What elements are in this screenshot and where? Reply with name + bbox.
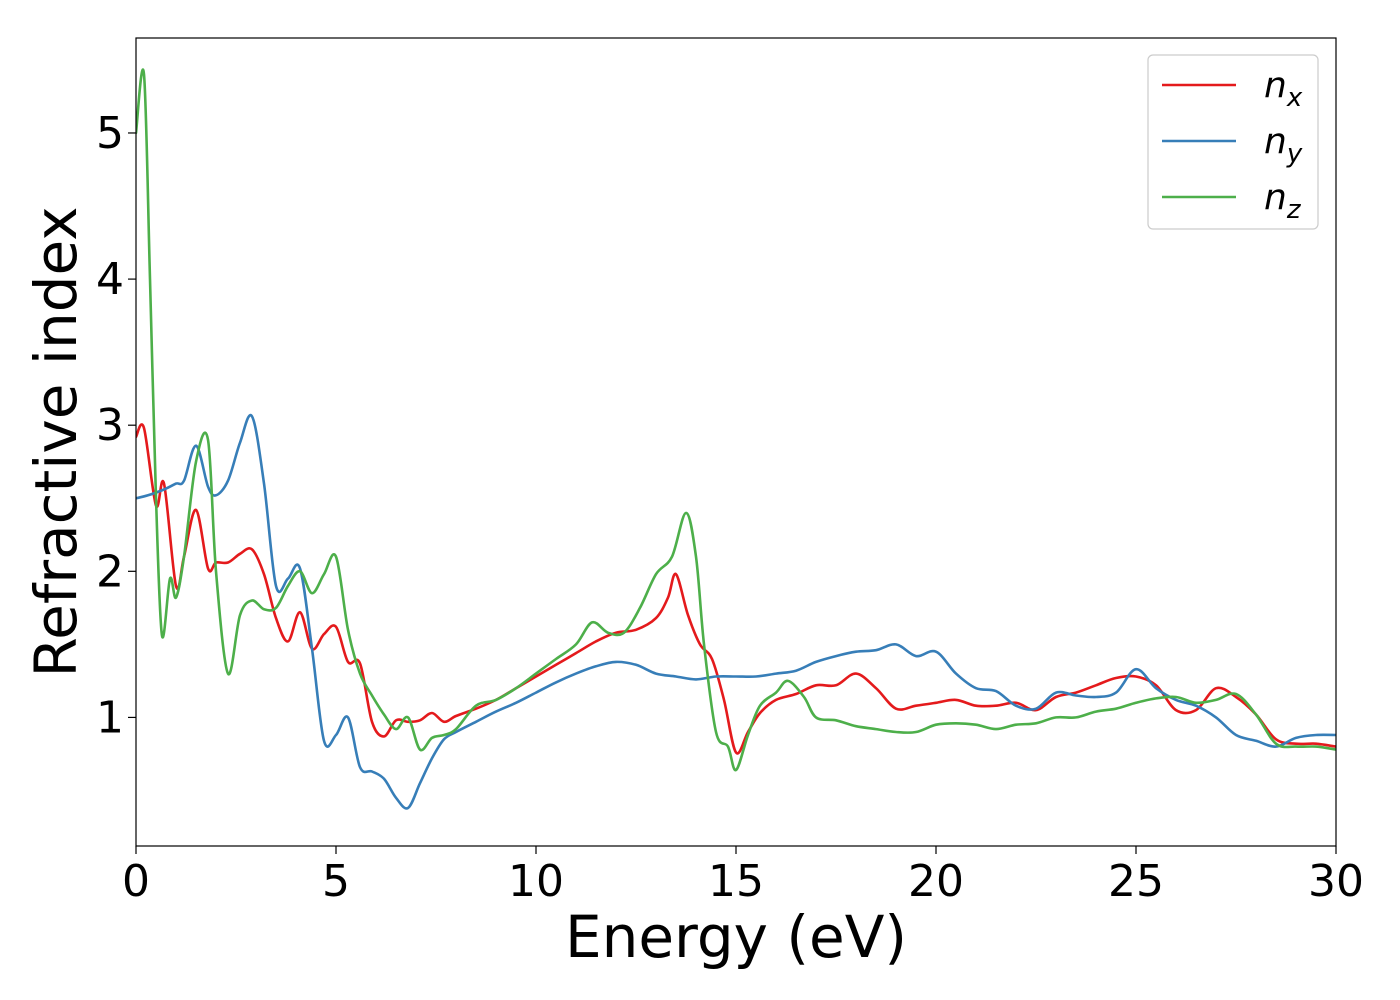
y-tick-label: 5 — [96, 108, 124, 159]
x-tick-label: 10 — [508, 856, 564, 907]
y-tick-label: 4 — [96, 254, 124, 305]
x-axis-ticks: 0 5 10 15 20 25 30 — [122, 846, 1364, 907]
series-line-nz — [136, 68, 1336, 772]
legend-label-ny: ny — [1264, 121, 1303, 169]
x-tick-label: 0 — [122, 856, 150, 907]
y-tick-label: 1 — [96, 692, 124, 743]
y-axis-ticks: 1 2 3 4 5 — [96, 108, 136, 743]
x-tick-label: 30 — [1308, 856, 1364, 907]
x-axis-title: Energy (eV) — [565, 903, 907, 971]
x-tick-label: 15 — [708, 856, 764, 907]
y-tick-label: 3 — [96, 400, 124, 451]
plot-area — [136, 68, 1336, 810]
x-tick-label: 5 — [322, 856, 350, 907]
series-line-nx — [136, 423, 1336, 755]
series-line-ny — [136, 413, 1336, 810]
y-tick-label: 2 — [96, 546, 124, 597]
legend-label-nx: nx — [1264, 65, 1303, 113]
x-tick-label: 25 — [1108, 856, 1164, 907]
x-tick-label: 20 — [908, 856, 964, 907]
y-axis-title: Refractive index — [22, 206, 90, 677]
